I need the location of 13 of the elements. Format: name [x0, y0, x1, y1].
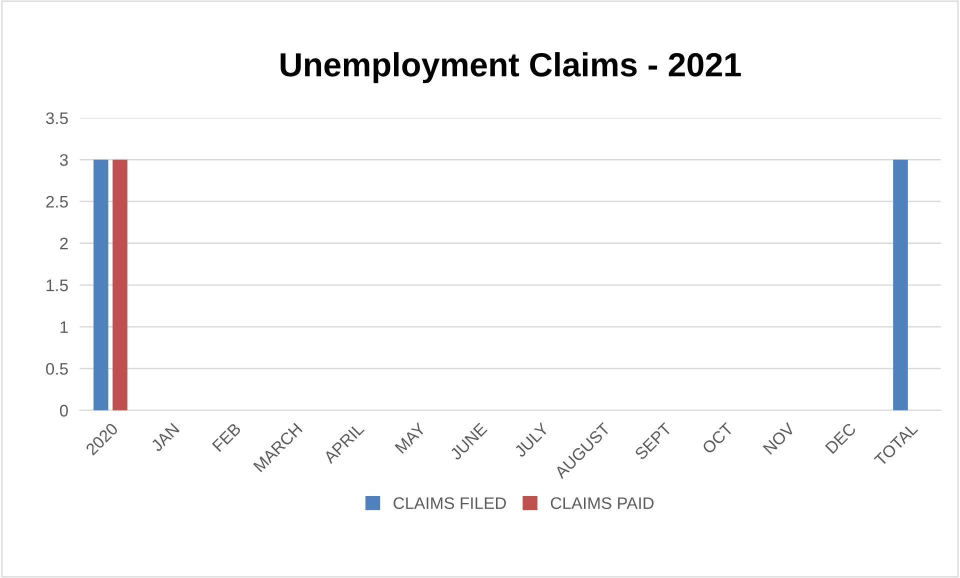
y-tick-label: 1.5 — [46, 280, 68, 292]
chart-title: Unemployment Claims - 2021 — [280, 52, 741, 84]
y-tick-label: 2.5 — [46, 196, 68, 208]
y-tick-label: 1 — [60, 321, 68, 333]
y-tick-label: 3 — [60, 154, 68, 166]
x-tick-label: FEB — [212, 422, 242, 452]
y-tick-label: 3.5 — [46, 112, 68, 124]
y-tick-label: 2 — [60, 238, 68, 250]
legend-label: CLAIMS PAID — [550, 497, 654, 510]
x-tick-label: JAN — [150, 422, 180, 452]
y-tick-label: 0.5 — [46, 363, 68, 375]
y-tick-label: 0 — [60, 404, 68, 417]
legend-label: CLAIMS FILED — [394, 497, 506, 510]
